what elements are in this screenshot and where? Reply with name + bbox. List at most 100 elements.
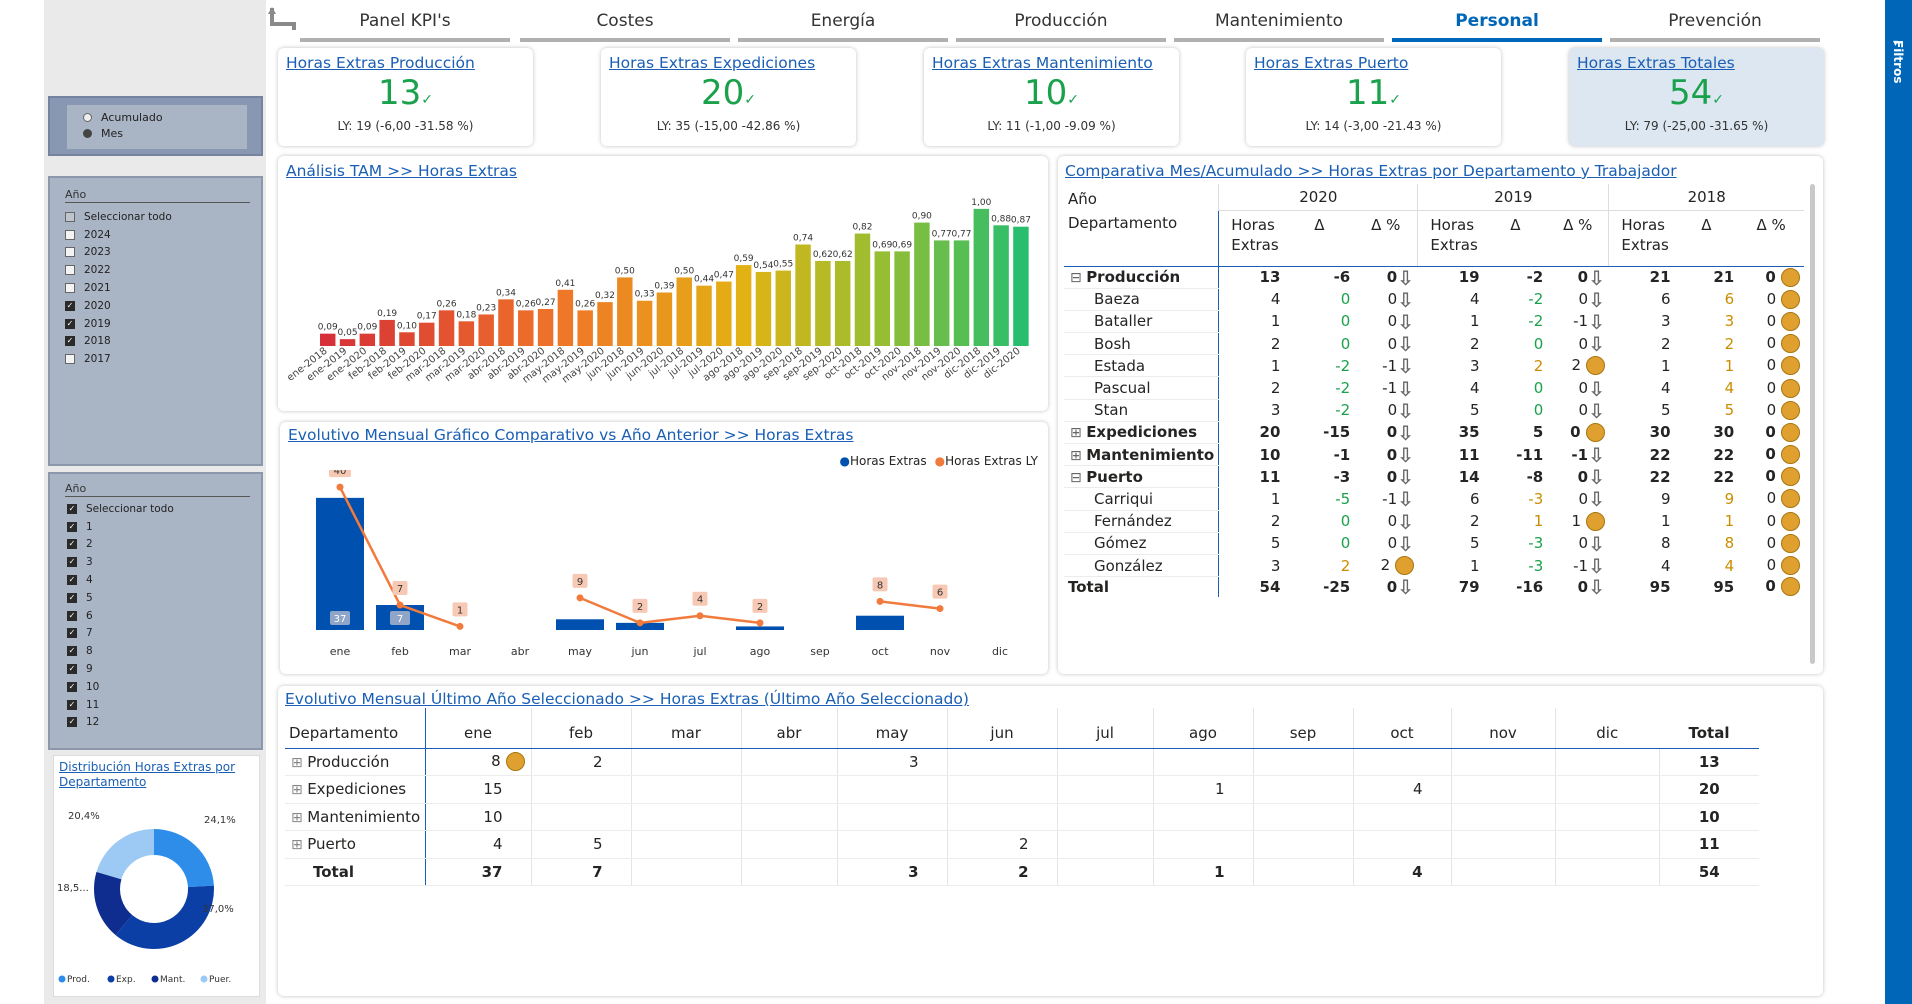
donut-slice[interactable] <box>154 829 214 888</box>
back-arrow-icon[interactable] <box>268 4 298 34</box>
expand-collapse-icon[interactable]: ⊞ <box>1070 447 1087 464</box>
year_slicer_1-item[interactable]: 2023 <box>65 244 261 262</box>
tam-bar[interactable] <box>557 289 574 346</box>
tam-bar[interactable] <box>894 251 910 346</box>
tab-energ-a[interactable]: Energía <box>738 0 948 42</box>
tab-costes[interactable]: Costes <box>520 0 730 42</box>
tam-bar[interactable] <box>339 339 356 346</box>
evol-bar[interactable] <box>616 622 664 630</box>
radio-button[interactable] <box>83 112 92 122</box>
checkbox[interactable]: ✓ <box>67 592 77 603</box>
checkbox[interactable] <box>65 247 75 258</box>
year_slicer_1-item[interactable]: ✓ 2020 <box>65 297 261 315</box>
matrix-scrollbar[interactable] <box>1810 184 1815 664</box>
matrix-row[interactable]: ⊟ Producción 13 -6 0 ⇩ 19 -2 0 ⇩ 21 21 0 <box>1064 266 1804 289</box>
radio-acumulado[interactable]: Acumulado <box>83 109 247 125</box>
tam-bar[interactable] <box>359 333 376 346</box>
tab-panel-kpi-s[interactable]: Panel KPI's <box>300 0 510 42</box>
checkbox[interactable]: ✓ <box>67 628 77 639</box>
monthly-row[interactable]: ⊞ Producción 8 2 3 13 <box>285 748 1759 776</box>
filters-pane-toggle[interactable]: Filtros ▾ <box>1885 0 1912 1004</box>
checkbox[interactable]: ✓ <box>67 503 77 514</box>
checkbox[interactable] <box>65 354 75 365</box>
checkbox[interactable]: ✓ <box>67 646 77 657</box>
evol-ly-point[interactable] <box>636 619 644 627</box>
year_slicer_1-item[interactable]: 2022 <box>65 261 261 279</box>
matrix-row[interactable]: ⊞ Expediciones 20 -15 0 ⇩ 35 5 0 30 30 0 <box>1064 421 1804 445</box>
donut-title[interactable]: Distribución Horas Extras por Departamen… <box>59 760 236 789</box>
tam-bar[interactable] <box>320 333 336 346</box>
tam-bar[interactable] <box>914 222 930 346</box>
expand-collapse-icon[interactable]: ⊟ <box>1070 469 1087 486</box>
month_slicer-item[interactable]: ✓ 1 <box>67 518 261 536</box>
tam-chart-title[interactable]: Análisis TAM >> Horas Extras <box>286 162 517 180</box>
matrix-row[interactable]: ⊟ Puerto 11 -3 0 ⇩ 14 -8 0 ⇩ 22 22 0 <box>1064 465 1804 489</box>
donut-slice[interactable] <box>94 871 133 935</box>
radio-button[interactable] <box>83 128 92 138</box>
checkbox[interactable]: ✓ <box>65 300 75 311</box>
checkbox[interactable] <box>65 283 75 294</box>
matrix-row[interactable]: Baeza 4 0 0 ⇩ 4 -2 0 ⇩ 6 6 0 <box>1064 288 1804 311</box>
tam-bar[interactable] <box>577 310 593 346</box>
kpi-title[interactable]: Horas Extras Puerto <box>1254 54 1409 72</box>
month_slicer-item[interactable]: ✓ 11 <box>67 696 261 714</box>
checkbox[interactable]: ✓ <box>65 336 75 347</box>
monthly-row[interactable]: ⊞ Expediciones 15 1 4 20 <box>285 775 1759 804</box>
evol-ly-point[interactable] <box>396 601 404 609</box>
tam-bar[interactable] <box>458 321 475 346</box>
kpi-title[interactable]: Horas Extras Mantenimiento <box>932 54 1153 72</box>
month_slicer-item[interactable]: ✓ 7 <box>67 625 261 643</box>
tab-producci-n[interactable]: Producción <box>956 0 1166 42</box>
year_slicer_1-item[interactable]: Seleccionar todo <box>65 208 261 226</box>
month_slicer-item[interactable]: ✓ 4 <box>67 571 261 589</box>
tam-bar[interactable] <box>676 277 692 346</box>
checkbox[interactable]: ✓ <box>67 521 77 532</box>
checkbox[interactable]: ✓ <box>67 575 77 586</box>
tam-bar[interactable] <box>933 240 950 346</box>
tam-bar[interactable] <box>775 270 791 346</box>
tab-mantenimiento[interactable]: Mantenimiento <box>1174 0 1384 42</box>
month_slicer-item[interactable]: ✓ Seleccionar todo <box>67 500 261 518</box>
tab-personal[interactable]: Personal <box>1392 0 1602 42</box>
kpi-title[interactable]: Horas Extras Expediciones <box>609 54 816 72</box>
tam-bar[interactable] <box>716 281 732 346</box>
tam-bar[interactable] <box>993 225 1009 346</box>
matrix-row[interactable]: Bataller 1 0 0 ⇩ 1 -2 -1 ⇩ 3 3 0 <box>1064 310 1804 334</box>
tab-prevenci-n[interactable]: Prevención <box>1610 0 1820 42</box>
tam-bar[interactable] <box>478 314 494 346</box>
checkbox[interactable]: ✓ <box>67 717 77 728</box>
tam-bar[interactable] <box>597 302 613 346</box>
tam-bar[interactable] <box>399 332 415 346</box>
expand-collapse-icon[interactable]: ⊟ <box>1070 270 1087 287</box>
evol-ly-point[interactable] <box>936 605 944 613</box>
kpi-title[interactable]: Horas Extras Totales <box>1577 54 1735 72</box>
year_slicer_1-item[interactable]: 2017 <box>65 350 261 368</box>
checkbox[interactable]: ✓ <box>67 681 77 692</box>
checkbox[interactable] <box>65 211 75 222</box>
evol-ly-point[interactable] <box>756 619 764 627</box>
checkbox[interactable]: ✓ <box>67 664 77 675</box>
month_slicer-item[interactable]: ✓ 9 <box>67 660 261 678</box>
checkbox[interactable]: ✓ <box>67 610 77 621</box>
year_slicer_1-item[interactable]: ✓ 2019 <box>65 315 261 333</box>
tam-bar[interactable] <box>696 285 712 346</box>
tam-bar[interactable] <box>874 251 891 346</box>
tam-bar[interactable] <box>617 277 633 346</box>
tam-bar[interactable] <box>953 240 970 346</box>
expand-icon[interactable]: ⊞ <box>291 809 308 826</box>
donut-slice[interactable] <box>115 885 214 949</box>
donut-slice[interactable] <box>96 829 154 880</box>
month_slicer-item[interactable]: ✓ 10 <box>67 678 261 696</box>
matrix-row[interactable]: González 3 2 2 1 -3 -1 ⇩ 4 4 0 <box>1064 554 1804 578</box>
checkbox[interactable] <box>65 229 75 240</box>
month_slicer-item[interactable]: ✓ 5 <box>67 589 261 607</box>
comparison-matrix-title[interactable]: Comparativa Mes/Acumulado >> Horas Extra… <box>1065 162 1677 180</box>
evol-ly-point[interactable] <box>576 594 584 602</box>
year_slicer_1-item[interactable]: ✓ 2018 <box>65 333 261 351</box>
expand-icon[interactable]: ⊞ <box>291 782 308 799</box>
tam-bar[interactable] <box>795 244 811 346</box>
tam-bar[interactable] <box>537 308 554 346</box>
evol-ly-point[interactable] <box>696 612 704 620</box>
